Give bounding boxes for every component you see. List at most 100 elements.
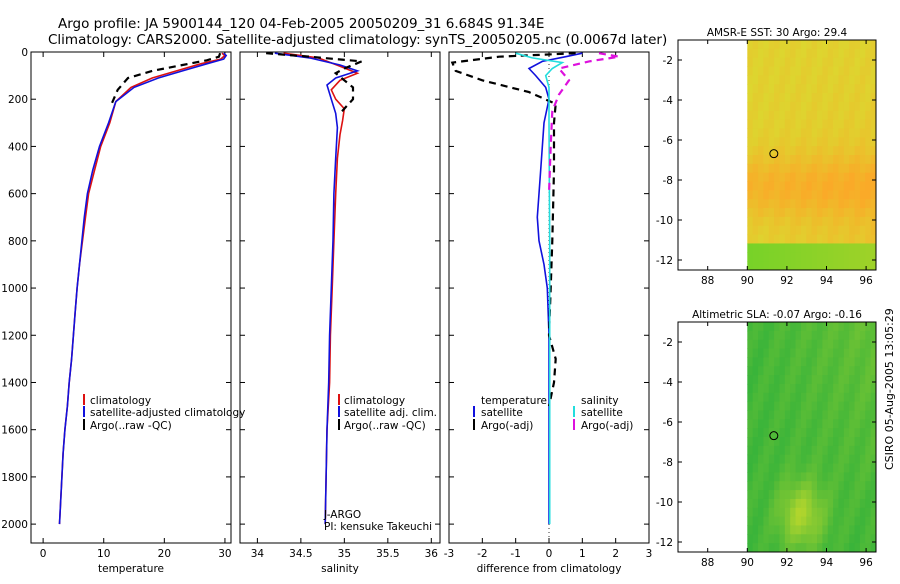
heatmap-cell [870,543,877,553]
heatmap-cell [811,234,818,244]
heatmap-cell [838,375,845,385]
heatmap-cell [854,481,861,491]
heatmap-cell [806,163,813,174]
heatmap-cell [854,472,861,482]
heatmap-cell [854,66,861,76]
heatmap-cell [790,216,797,227]
heatmap-cell [752,93,759,103]
heatmap-cell [800,234,807,244]
heatmap-cell [795,252,802,262]
heatmap-cell [790,84,797,94]
heatmap-cell [790,490,797,500]
heatmap-cell [843,93,850,103]
heatmap-cell [817,146,823,156]
heatmap-cell [795,261,802,271]
heatmap-cell [747,234,754,244]
heatmap-cell [843,437,850,447]
heatmap-cell [763,252,770,262]
heatmap-cell [800,392,807,403]
heatmap-cell [827,119,834,129]
y-tick-label: -10 [656,497,673,509]
heatmap-cell [800,454,807,465]
heatmap-cell [768,401,775,411]
heatmap-cell [763,84,770,94]
x-tick-label: 96 [859,275,873,287]
heatmap-cell [865,419,872,429]
heatmap-cell [838,128,845,138]
heatmap-cell [833,110,839,121]
x-tick-label: 92 [780,275,793,287]
heatmap-cell [768,366,775,376]
series-line-salinity-argo-adj [547,52,620,194]
heatmap-cell [747,216,754,227]
heatmap-cell [817,84,823,94]
heatmap-cell [752,199,759,209]
heatmap-cell [747,490,754,500]
salinity-legend: climatology satellite adj. clim. Argo(..… [338,394,437,432]
heatmap-cell [784,366,791,376]
heatmap-cell [779,155,786,165]
heatmap-cell [779,216,786,227]
heatmap-cell [865,330,872,341]
heatmap-cell [843,40,850,50]
heatmap-cell [790,146,797,156]
heatmap-cell [833,428,839,438]
heatmap-cell [859,208,866,218]
heatmap-cell [784,110,791,121]
heatmap-cell [763,128,770,138]
heatmap-cell [790,543,797,553]
heatmap-cell [763,445,770,456]
heatmap-cell [752,392,759,403]
heatmap-cell [849,252,856,262]
x-tick-label: 90 [741,557,754,569]
heatmap-cell [747,463,754,473]
heatmap-cell [758,437,764,447]
heatmap-cell [784,57,791,68]
x-tick-label: 34 [251,548,265,560]
heatmap-cell [758,525,764,535]
heatmap-cell [790,366,797,376]
heatmap-cell [849,40,856,50]
argo-location-marker [769,149,779,159]
heatmap-cell [784,516,791,526]
heatmap-cell [849,216,856,227]
heatmap-cell [811,498,818,509]
heatmap-cell [747,48,754,59]
y-tick-label: 200 [8,94,28,106]
heatmap-cell [817,516,823,526]
heatmap-cell [800,66,807,76]
heatmap-cell [843,110,850,121]
heatmap-cell [833,40,839,50]
temperature-xlabel: temperature [98,563,164,575]
heatmap-cell [833,172,839,183]
heatmap-cell [774,234,780,244]
heatmap-cell [859,57,866,68]
heatmap-cell [833,516,839,526]
heatmap-cell [795,181,802,191]
heatmap-cell [827,243,834,253]
heatmap-cell [859,110,866,121]
heatmap-cell [747,101,754,112]
heatmap-cell [774,375,780,385]
heatmap-cell [817,66,823,76]
heatmap-cell [854,101,861,112]
heatmap-cell [790,261,797,271]
heatmap-cell [790,454,797,465]
heatmap-cell [859,261,866,271]
heatmap-cell [774,490,780,500]
heatmap-cell [838,172,845,183]
heatmap-cell [849,172,856,183]
heatmap-cell [800,498,807,509]
heatmap-cell [833,383,839,394]
heatmap-cell [838,472,845,482]
heatmap-cell [763,48,770,59]
heatmap-cell [768,330,775,341]
heatmap-cell [768,84,775,94]
heatmap-cell [854,146,861,156]
heatmap-cell [870,507,877,518]
heatmap-cell [784,155,791,165]
heatmap-cell [811,445,818,456]
heatmap-cell [854,128,861,138]
legend-label-temp-satellite: satellite [481,407,523,419]
heatmap-cell [833,463,839,473]
